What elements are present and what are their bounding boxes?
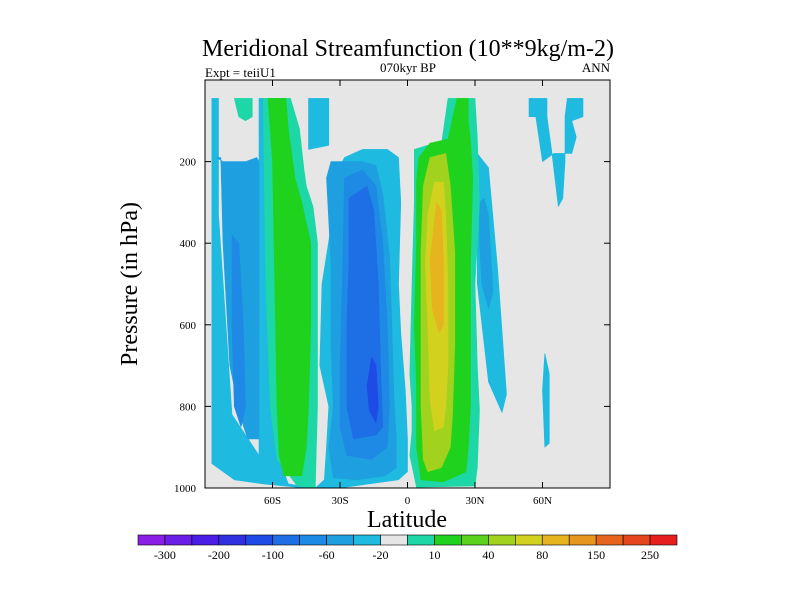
colorbar-swatch [595,534,624,546]
chart-subtitle: 070kyr BP [380,60,436,75]
colorbar-label: 10 [428,548,440,562]
colorbar-swatch [245,534,274,546]
x-axis-label: Latitude [367,507,447,533]
season-label: ANN [582,60,611,75]
colorbar-swatch [353,534,381,546]
contour-region-40-15 [267,98,312,477]
x-tick-label: 60S [264,495,281,507]
colorbar-label: 40 [482,548,494,562]
y-tick-label: 200 [180,157,197,169]
colorbar-swatch [137,534,166,546]
y-tick-label: 800 [180,401,197,413]
contour-fills [211,98,584,489]
colorbar-swatch [649,534,678,546]
colorbar-label: 150 [587,548,605,562]
colorbar-swatch [218,534,247,546]
plot-area: 200 400 600 800 1000 60S 30S 0 30N 60N [174,79,611,507]
colorbar-label: -60 [319,548,335,562]
colorbar-swatch [514,534,543,546]
colorbar: -300 -200 -100 -60 -20 10 40 80 150 250 [137,534,678,562]
colorbar-label: -300 [154,548,176,562]
colorbar-label: -200 [208,548,230,562]
experiment-label: Expt = teiiU1 [205,65,276,80]
colorbar-swatch [164,534,193,546]
y-axis: 200 400 600 800 1000 [174,157,610,495]
y-tick-label: 400 [180,238,197,250]
colorbar-label: -100 [262,548,284,562]
x-tick-label: 0 [405,495,411,507]
contour-region-neg20-3 [308,98,330,150]
colorbar-swatch [622,534,651,546]
x-axis: 60S 30S 0 30N 60N [264,80,552,507]
colorbar-swatch [326,534,354,546]
y-tick-label: 600 [180,320,197,332]
colorbar-swatch [568,534,597,546]
contour-region-250-19 [429,202,444,334]
colorbar-swatch [380,534,408,546]
x-tick-label: 30N [466,495,485,507]
contour-region-neg300-11 [366,357,379,424]
y-tick-label: 1000 [174,483,197,495]
colorbar-swatch [488,534,516,546]
contour-region-neg100-8 [231,234,246,428]
colorbar-swatch [272,534,301,546]
colorbar-swatch [461,534,489,546]
contour-region-neg60-7 [479,198,494,309]
contour-region-neg20-2 [528,98,584,207]
colorbar-label: -20 [373,548,389,562]
colorbar-swatch [541,534,570,546]
colorbar-swatch [434,534,462,546]
colorbar-swatch [407,534,435,546]
y-axis-label: Pressure (in hPa) [117,202,143,366]
colorbar-label: 80 [536,548,548,562]
contour-region-neg20-4 [542,353,550,448]
x-tick-label: 30S [331,495,348,507]
colorbar-swatch [299,534,327,546]
colorbar-swatch [191,534,220,546]
contour-region-10-12 [234,98,253,122]
x-tick-label: 60N [533,495,552,507]
colorbar-label: 250 [641,548,659,562]
chart-title: Meridional Streamfunction (10**9kg/m-2) [202,36,614,62]
